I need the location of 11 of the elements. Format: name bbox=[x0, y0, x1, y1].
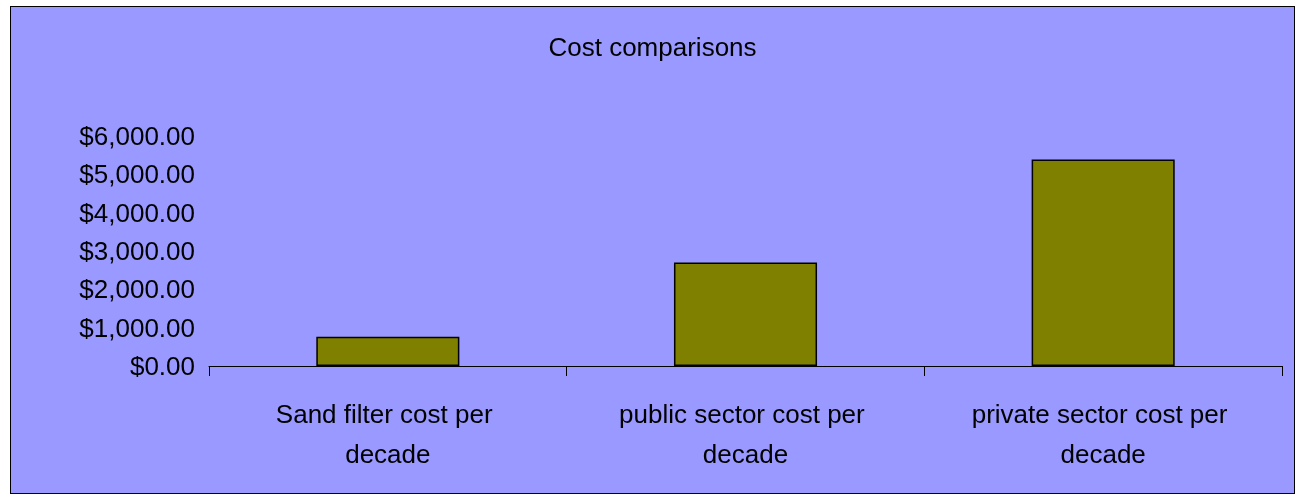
y-tick-label: $3,000.00 bbox=[79, 236, 195, 266]
y-tick-label: $6,000.00 bbox=[79, 121, 195, 151]
y-tick-label: $5,000.00 bbox=[79, 159, 195, 190]
x-tick-label: public sector cost per decade bbox=[619, 399, 872, 469]
y-tick-label: $1,000.00 bbox=[79, 312, 195, 343]
y-tick-label: $4,000.00 bbox=[79, 197, 195, 228]
y-tick-label: $2,000.00 bbox=[79, 274, 195, 305]
y-tick-label: $0.00 bbox=[129, 351, 195, 381]
x-tick-label: private sector cost per decade bbox=[971, 399, 1235, 469]
x-tick-label: Sand filter cost per decade bbox=[275, 399, 500, 469]
chart-title: Cost comparisons bbox=[548, 32, 757, 62]
